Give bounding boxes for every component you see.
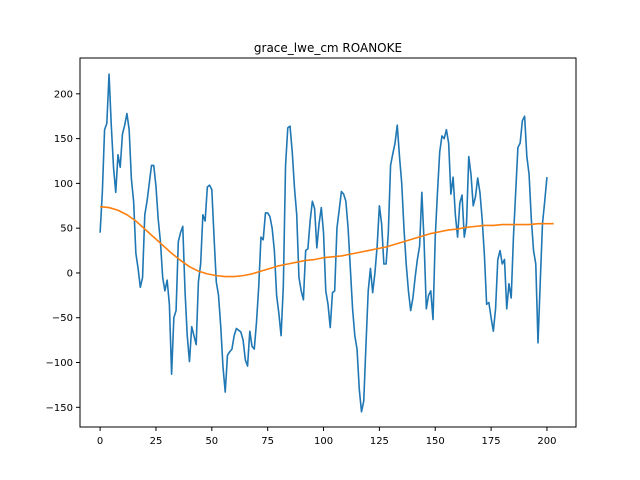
y-tick-label: −150 xyxy=(46,403,73,414)
y-tick-label: 100 xyxy=(54,179,73,190)
x-tick-label: 25 xyxy=(150,436,163,447)
y-tick-label: 200 xyxy=(54,89,73,100)
y-tick-label: −100 xyxy=(46,358,73,369)
series-line-1 xyxy=(100,205,554,278)
x-tick-label: 175 xyxy=(482,436,501,447)
x-tick-label: 50 xyxy=(205,436,218,447)
y-tick-label: −50 xyxy=(52,313,73,324)
series-line-0 xyxy=(99,73,548,413)
plot-frame xyxy=(79,57,577,428)
y-axis: −150 −100 −50 0 50 100 150 200 xyxy=(46,89,80,414)
x-tick-label: 200 xyxy=(537,436,556,447)
x-tick-label: 75 xyxy=(261,436,274,447)
x-tick-label: 125 xyxy=(370,436,389,447)
y-tick-label: 0 xyxy=(67,268,73,279)
x-tick-label: 100 xyxy=(314,436,333,447)
x-tick-label: 150 xyxy=(426,436,445,447)
y-tick-label: 150 xyxy=(54,134,73,145)
x-tick-label: 0 xyxy=(97,436,103,447)
y-tick-label: 50 xyxy=(60,224,73,235)
chart-title: grace_lwe_cm ROANOKE xyxy=(254,41,402,55)
series-layer xyxy=(99,73,554,413)
x-axis: 0 25 50 75 100 125 150 175 200 xyxy=(97,427,557,447)
